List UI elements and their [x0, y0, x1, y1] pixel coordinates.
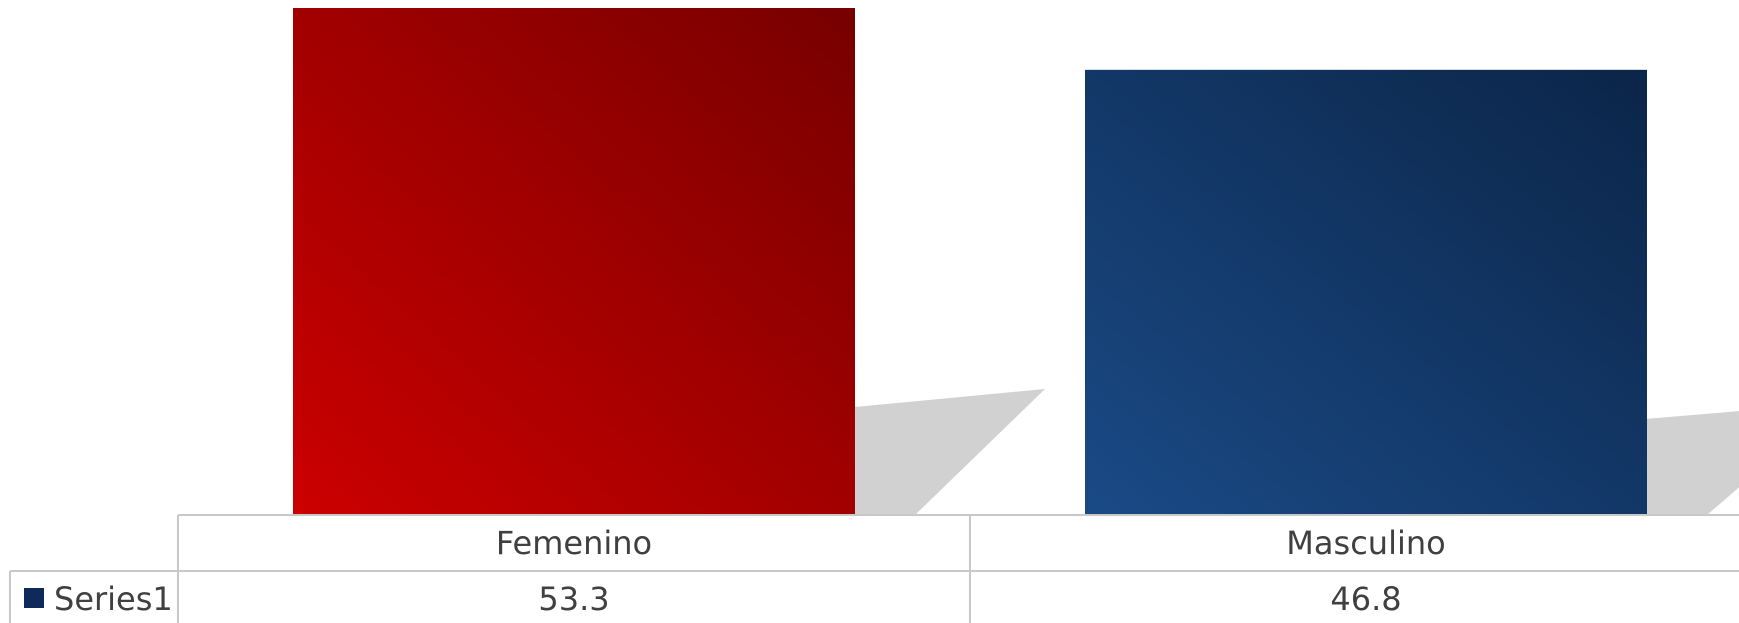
bar-shadow-masculino [1647, 411, 1739, 515]
bar-shadow-femenino [855, 389, 1045, 515]
category-label-masculino: Masculino [1286, 524, 1445, 562]
bar-masculino [1085, 69, 1647, 515]
category-label-femenino: Femenino [496, 524, 652, 562]
legend-label-series1: Series1 [54, 580, 173, 618]
value-label-femenino: 53.3 [538, 580, 609, 618]
value-label-masculino: 46.8 [1330, 580, 1401, 618]
bar-femenino [293, 8, 855, 515]
legend-swatch-series1 [24, 588, 44, 608]
